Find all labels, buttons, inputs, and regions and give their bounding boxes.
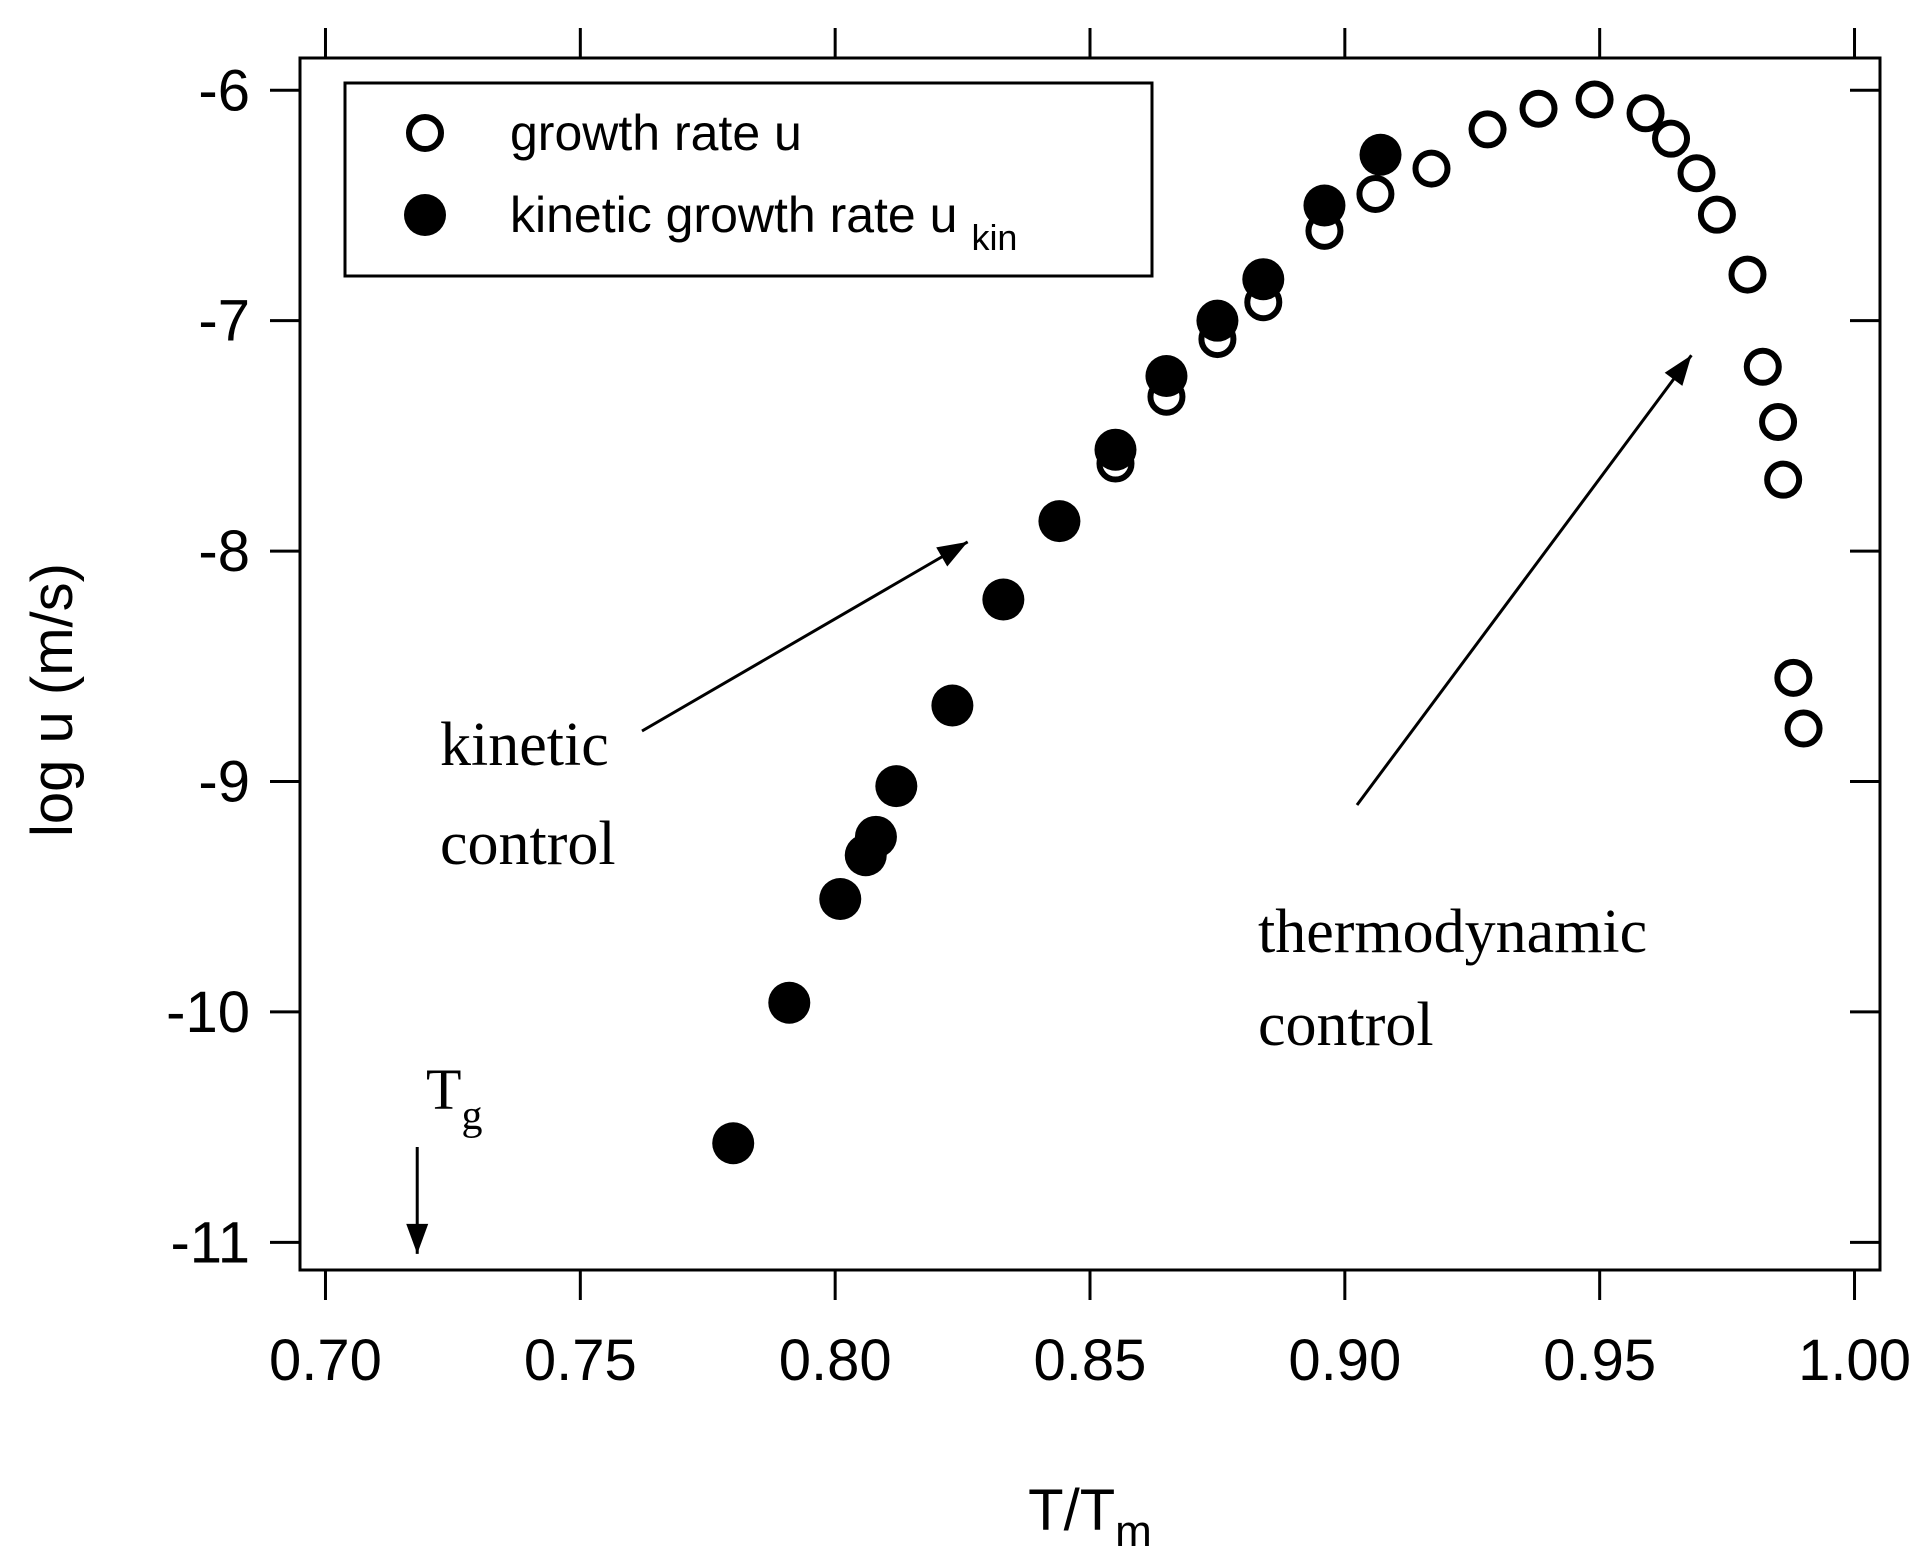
x-tick-label: 0.75 [524,1328,637,1393]
series-kinetic-growth-rate [712,133,1402,1165]
x-tick-label: 0.70 [269,1328,382,1393]
data-point-growth-rate [1784,709,1823,748]
data-point-growth-rate [1356,174,1395,213]
series-growth-rate-u [1096,80,1823,748]
data-point-growth-rate [1626,94,1665,133]
annotation-kinetic-control: kinetic control [440,540,969,878]
annotation-thermo-line1: thermodynamic [1258,898,1647,966]
annotation-kinetic-line1: kinetic [440,711,609,779]
annotation-thermo-line2: control [1258,991,1434,1059]
data-point-kinetic-growth-rate [982,578,1025,621]
data-point-kinetic-growth-rate [1359,133,1402,176]
data-point-growth-rate [1697,195,1736,234]
annotation-tg: Tg [406,1057,482,1254]
data-point-growth-rate [1519,89,1558,128]
data-point-kinetic-growth-rate [712,1122,755,1165]
legend-label-kinetic-sub: kin [971,217,1017,258]
annotation-kinetic-line2: control [440,810,616,878]
legend-marker-filled [404,194,446,236]
data-point-kinetic-growth-rate [854,815,897,858]
y-axis: -6 -7 -8 -9 -10 -11 [166,58,1880,1275]
arrowhead-thermodynamic-control [1664,355,1692,386]
y-axis-label: log u (m/s) [20,563,85,837]
legend-marker-open [406,114,444,152]
data-point-growth-rate [1468,110,1507,149]
y-tick-label: -10 [166,980,250,1045]
annotation-tg-label: Tg [426,1057,482,1139]
x-axis-label-sub: m [1115,1507,1152,1556]
annotation-tg-sub: g [461,1093,482,1139]
y-tick-label: -8 [198,519,250,584]
data-point-growth-rate [1677,154,1716,193]
data-point-kinetic-growth-rate [1196,299,1239,342]
data-point-kinetic-growth-rate [1242,258,1285,301]
data-point-growth-rate [1764,460,1803,499]
legend-label-kinetic-growth-rate: kinetic growth rate u kin [510,187,1017,258]
data-point-kinetic-growth-rate [931,684,974,727]
data-point-growth-rate [1575,80,1614,119]
legend: growth rate u kinetic growth rate u kin [343,81,1154,278]
annotation-thermodynamic-control: thermodynamic control [1258,354,1693,1059]
legend-label-growth-rate: growth rate u [510,105,802,161]
y-tick-label: -9 [198,750,250,815]
data-point-kinetic-growth-rate [1145,354,1188,397]
legend-label-kinetic-main: kinetic growth rate u [510,187,957,243]
arrow-kinetic-control [641,540,969,733]
y-tick-label: -11 [170,1210,250,1275]
x-tick-label: 0.90 [1288,1328,1401,1393]
data-point-growth-rate [1743,347,1782,386]
data-point-growth-rate [1412,149,1451,188]
x-axis-label: T/Tm [1028,1478,1152,1556]
arrowhead-tg [406,1223,429,1254]
data-point-kinetic-growth-rate [875,765,918,808]
x-axis: 0.70 0.75 0.80 0.85 0.90 0.95 1.00 [269,28,1911,1393]
data-point-kinetic-growth-rate [1303,184,1346,227]
y-tick-label: -6 [198,58,250,123]
x-axis-label-main: T/T [1028,1478,1115,1543]
data-point-kinetic-growth-rate [819,878,862,921]
data-point-growth-rate [1728,255,1767,294]
data-point-kinetic-growth-rate [768,981,811,1024]
x-tick-label: 0.85 [1034,1328,1147,1393]
y-tick-label: -7 [198,289,250,354]
x-tick-label: 0.80 [779,1328,892,1393]
data-point-growth-rate [1759,403,1798,442]
x-tick-label: 1.00 [1798,1328,1911,1393]
x-tick-label: 0.95 [1543,1328,1656,1393]
data-point-kinetic-growth-rate [1094,428,1137,471]
annotation-tg-main: T [426,1057,461,1122]
data-point-growth-rate [1774,658,1813,697]
data-point-growth-rate [1652,119,1691,158]
legend-box [343,81,1154,278]
arrow-thermodynamic-control [1355,354,1693,806]
arrowhead-kinetic-control [936,541,968,567]
data-point-kinetic-growth-rate [1038,500,1081,543]
